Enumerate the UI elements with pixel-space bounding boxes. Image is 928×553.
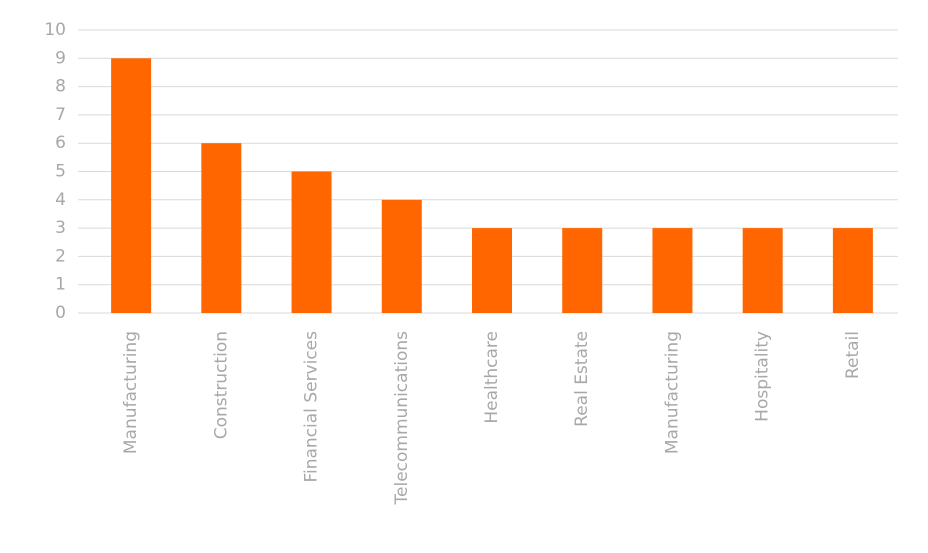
x-tick-label: Hospitality xyxy=(753,331,773,422)
y-tick-label: 2 xyxy=(55,246,66,266)
x-tick-label: Manufacturing xyxy=(662,331,682,454)
y-tick-label: 4 xyxy=(55,190,66,210)
bar xyxy=(111,58,152,313)
x-tick-label: Financial Services xyxy=(302,331,322,483)
y-tick-label: 5 xyxy=(55,162,66,182)
x-tick-label: Construction xyxy=(211,331,231,439)
y-tick-label: 7 xyxy=(55,105,66,125)
x-tick-label: Retail xyxy=(843,331,863,379)
x-tick-label: Real Estate xyxy=(572,331,592,427)
x-tick-label: Healthcare xyxy=(482,331,502,424)
bar xyxy=(652,228,693,313)
bar xyxy=(742,228,783,313)
y-tick-label: 10 xyxy=(44,20,66,40)
bar xyxy=(562,228,603,313)
y-tick-label: 6 xyxy=(55,133,66,153)
y-tick-label: 3 xyxy=(55,218,66,238)
y-tick-label: 1 xyxy=(55,275,66,295)
bar xyxy=(201,143,242,313)
bar xyxy=(381,199,422,313)
bar xyxy=(291,171,332,313)
y-tick-label: 0 xyxy=(55,303,66,323)
y-tick-label: 9 xyxy=(55,48,66,68)
bar xyxy=(472,228,512,313)
bar xyxy=(832,228,873,313)
x-tick-label: Manufacturing xyxy=(121,331,141,454)
x-tick-label: Telecommunications xyxy=(392,331,412,506)
y-tick-label: 8 xyxy=(55,77,66,97)
